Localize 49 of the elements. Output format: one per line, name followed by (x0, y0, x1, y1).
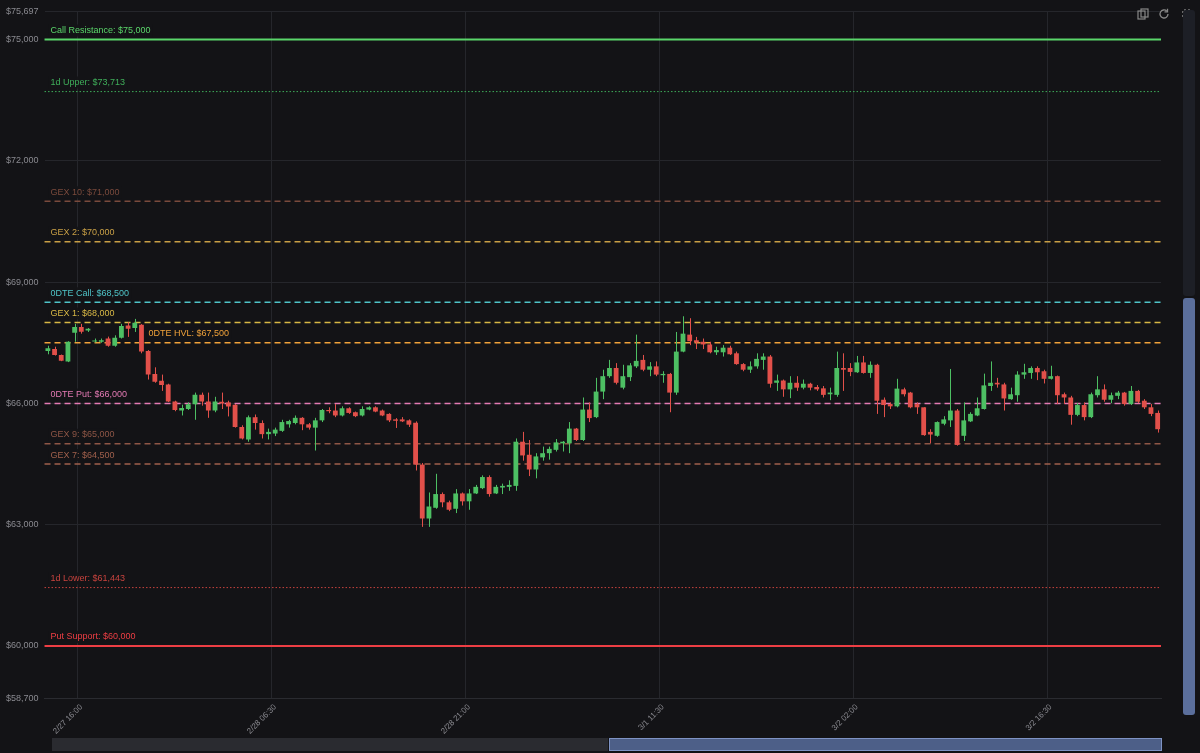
candlestick (948, 368, 953, 428)
ref-line-label: 0DTE Put: $66,000 (50, 388, 128, 399)
candlestick (486, 474, 492, 498)
ref-line-label: 1d Upper: $73,713 (50, 77, 126, 88)
candlestick (433, 473, 439, 510)
y-tick-label: $58,700 (5, 692, 39, 703)
candlestick (1014, 370, 1020, 403)
candlestick (586, 401, 592, 423)
y-tick-label: $60,000 (5, 640, 39, 651)
candlestick (453, 488, 459, 514)
ref-line-label: GEX 7: $64,500 (50, 449, 115, 460)
candlestick (881, 396, 886, 418)
ref-line-label: 1d Lower: $61,443 (50, 573, 126, 584)
candlestick (613, 362, 619, 385)
candlestick (600, 369, 606, 400)
ref-line-label: Put Support: $60,000 (50, 631, 136, 642)
ref-line-label: GEX 10: $71,000 (50, 186, 120, 197)
candlestick (1088, 392, 1094, 419)
candlestick (633, 334, 639, 369)
ref-line-label: 0DTE Call: $68,500 (50, 287, 130, 298)
ref-line-label: GEX 9: $65,000 (50, 429, 115, 440)
candlestick (526, 439, 532, 477)
y-tick-label: $75,000 (5, 34, 39, 45)
y-tick-label: $75,697 (5, 5, 39, 16)
ref-line-label: 0DTE HVL: $67,500 (148, 328, 230, 339)
candlestick (620, 364, 626, 390)
ref-line-label: Call Resistance: $75,000 (50, 25, 151, 36)
candlestick (1095, 375, 1100, 398)
candlestick (667, 372, 673, 413)
candlestick (205, 392, 211, 419)
candlestick (841, 352, 846, 392)
candlestick (312, 417, 318, 452)
y-tick-label: $69,000 (5, 276, 39, 287)
y-tick-label: $63,000 (5, 519, 39, 530)
ref-line-label: GEX 1: $68,000 (50, 308, 115, 319)
candlestick (520, 431, 525, 462)
candlestick (246, 414, 251, 443)
candlestick (566, 421, 572, 454)
candlestick (1054, 375, 1060, 405)
candlestick (961, 401, 967, 442)
candlestick (1155, 410, 1161, 434)
candlestick (1068, 395, 1074, 426)
candlestick (687, 317, 693, 346)
candlestick (988, 360, 993, 392)
ref-line-label: GEX 2: $70,000 (50, 227, 115, 238)
candlestick (1001, 382, 1007, 412)
y-tick-label: $66,000 (5, 397, 39, 408)
y-tick-label: $72,000 (5, 155, 39, 166)
candlestick (259, 419, 265, 439)
